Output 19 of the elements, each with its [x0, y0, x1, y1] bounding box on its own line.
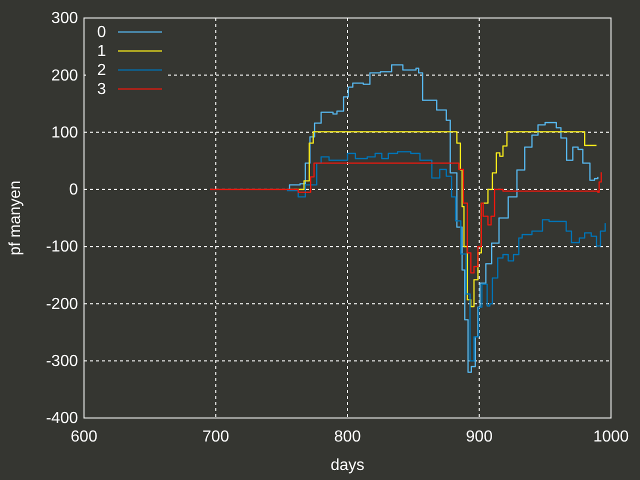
y-tick-label: 200: [51, 67, 78, 84]
x-tick-label: 600: [70, 428, 98, 446]
x-axis-title: days: [330, 457, 364, 474]
legend-label: 2: [97, 62, 106, 79]
y-tick-label: -400: [46, 410, 78, 428]
x-tick-label: 700: [202, 428, 230, 446]
y-tick-label: 100: [51, 124, 78, 142]
y-tick-label: -100: [46, 238, 78, 256]
y-tick-label: 0: [69, 182, 78, 199]
x-tick-label: 900: [466, 428, 493, 446]
legend-label: 0: [97, 24, 106, 41]
legend-label: 3: [97, 81, 106, 98]
x-tick-label: 1000: [593, 428, 629, 446]
y-tick-label: -300: [46, 352, 78, 370]
x-tick-label: 800: [334, 428, 361, 446]
legend-label: 1: [97, 43, 106, 60]
y-axis-title: pf manyen: [7, 180, 24, 256]
y-tick-label: -200: [46, 296, 78, 313]
y-tick-label: 300: [51, 10, 78, 28]
